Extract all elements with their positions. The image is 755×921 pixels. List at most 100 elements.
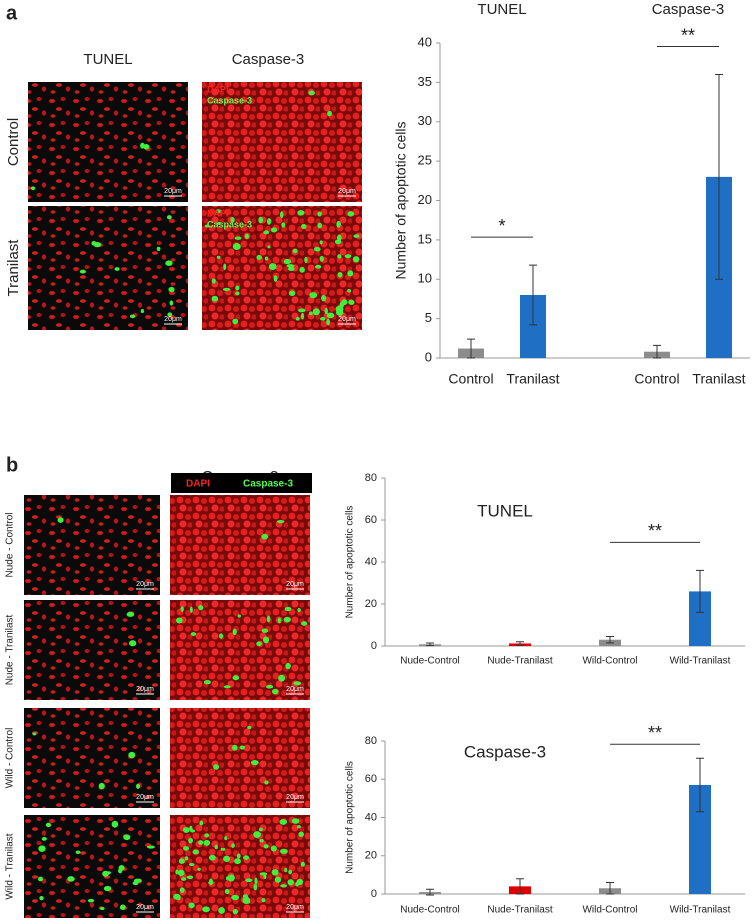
green-cell (38, 845, 46, 852)
scale-bar-label: 20μm (136, 686, 154, 693)
green-cell (254, 877, 258, 885)
group-title: TUNEL (477, 1, 526, 18)
green-cell (223, 263, 227, 271)
green-cell (128, 751, 136, 759)
green-cell (224, 836, 228, 841)
green-cell (232, 628, 237, 636)
green-cell (261, 533, 269, 540)
micrograph (28, 82, 188, 202)
x-tick-label: Control (634, 371, 679, 387)
green-cell (224, 888, 230, 895)
micrograph (202, 82, 362, 202)
bar (689, 784, 711, 894)
green-cell (256, 641, 262, 647)
green-cell (129, 640, 137, 647)
green-cell (204, 224, 210, 228)
green-cell (261, 628, 269, 633)
green-cell (295, 317, 300, 321)
green-cell (336, 220, 341, 228)
green-cell (198, 605, 204, 611)
green-cell (326, 318, 331, 326)
green-cell (209, 878, 213, 886)
green-cell (265, 684, 274, 689)
green-cell (339, 301, 345, 308)
green-cell (312, 308, 320, 316)
green-cell (299, 266, 305, 273)
green-cell (268, 263, 277, 270)
green-cell (344, 254, 352, 259)
green-cell (126, 611, 135, 617)
y-tick-label: 15 (418, 231, 432, 246)
green-cell (211, 278, 216, 284)
green-cell (118, 864, 125, 871)
green-cell (314, 264, 322, 269)
error-bar (696, 569, 704, 613)
y-tick-label: 60 (365, 514, 377, 526)
green-cell (177, 869, 185, 876)
green-cell (175, 869, 179, 875)
green-cell (213, 764, 220, 770)
y-tick-label: 80 (365, 735, 377, 747)
green-cell (308, 311, 313, 316)
green-cell (232, 908, 238, 915)
green-cell (235, 291, 240, 296)
y-tick-label: 40 (365, 556, 377, 568)
micrograph (170, 495, 310, 595)
y-axis-label: Number of apoptotic cells (345, 506, 356, 619)
green-cell (123, 834, 131, 841)
green-cell (103, 885, 112, 892)
green-cell (173, 893, 181, 900)
green-cell (297, 210, 305, 216)
y-tick-label: 40 (365, 811, 377, 823)
green-cell (184, 856, 189, 861)
green-cell (217, 221, 221, 225)
green-cell (334, 239, 342, 245)
green-cell (223, 685, 231, 689)
green-cell (188, 902, 195, 909)
error-bar (606, 882, 614, 895)
legend-dapi: DAPI (207, 208, 229, 218)
green-cell (259, 838, 264, 843)
legend-caspase: Caspase-3 (207, 219, 252, 229)
green-cell (114, 267, 120, 271)
green-cell (169, 300, 174, 306)
scale-bar-label: 20μm (286, 904, 304, 911)
scale-bar-label: 20μm (286, 581, 304, 588)
x-tick-label: Wild-Tranilast (670, 656, 731, 667)
green-cell (67, 876, 75, 882)
green-cell (309, 292, 316, 297)
green-cell (175, 617, 183, 624)
green-cell (324, 307, 328, 315)
green-cell (283, 258, 292, 265)
green-cell (317, 222, 322, 229)
green-cell (198, 840, 204, 845)
green-cell (321, 294, 327, 302)
green-cell (39, 896, 44, 901)
green-cell (239, 745, 246, 750)
y-tick-label: 25 (418, 153, 432, 168)
green-cell (263, 230, 270, 235)
green-cell (57, 517, 64, 523)
scale-bar-label: 20μm (338, 188, 356, 195)
green-cell (236, 853, 241, 859)
y-tick-label: 80 (365, 472, 377, 484)
y-tick-label: 35 (418, 74, 432, 89)
green-cell (347, 289, 352, 293)
green-cell (119, 904, 126, 911)
green-cell (336, 234, 342, 242)
error-bar (516, 878, 524, 895)
green-cell (297, 825, 301, 829)
green-cell (79, 269, 86, 274)
green-cell (129, 314, 136, 319)
green-cell (182, 827, 190, 833)
green-cell (274, 876, 282, 883)
green-cell (271, 869, 279, 876)
green-cell (337, 271, 343, 278)
y-axis-label: Number of apoptotic cells (393, 122, 409, 280)
panel-label: a (6, 2, 18, 24)
green-cell (243, 855, 250, 860)
green-cell (245, 878, 253, 883)
image-row-title: Tranilast (5, 239, 22, 297)
micrograph (24, 495, 160, 595)
green-cell (247, 725, 252, 730)
